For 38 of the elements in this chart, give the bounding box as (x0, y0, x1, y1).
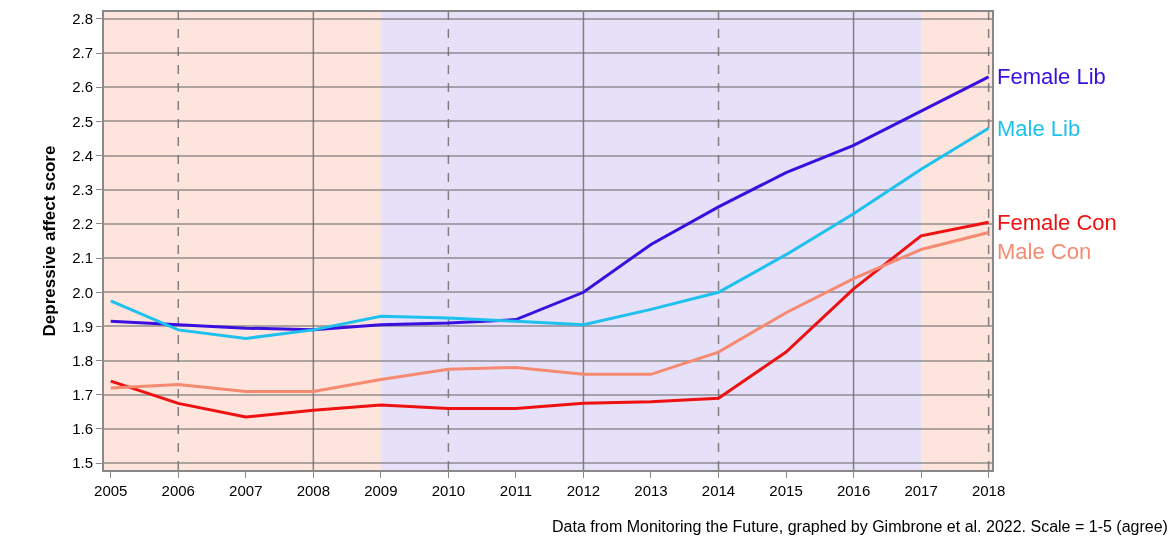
series-label: Female Lib (997, 64, 1106, 89)
y-tick-label: 2.3 (72, 180, 93, 198)
x-tick-label: 2009 (364, 482, 398, 499)
y-tick-label: 2.1 (72, 249, 93, 267)
y-tick-label: 2.0 (72, 283, 93, 301)
y-tick-label: 2.5 (72, 112, 93, 130)
x-tick-label: 2011 (499, 482, 533, 499)
x-tick-label: 2017 (904, 482, 938, 499)
text: Data from Monitoring the Future, graphed by Gimbrone et al. 2022. Scale = 1-5 (agree) (552, 518, 1168, 535)
x-tick-label: 2006 (161, 482, 195, 499)
x-tick-label: 2014 (701, 482, 736, 499)
line-series (109, 126, 991, 340)
y-axis-title: Depressive affect score (40, 145, 60, 337)
y-tick-label: 2.8 (72, 10, 93, 28)
y-tick-label: 1.7 (72, 386, 93, 404)
x-tick-label: 2010 (431, 482, 466, 499)
x-tick-label: 2008 (296, 482, 331, 499)
y-tick-label: 2.4 (72, 146, 93, 164)
series-label: Male Con (997, 239, 1092, 264)
line-series (109, 230, 991, 393)
y-tick-label: 1.8 (72, 351, 93, 369)
series-label: Female Con (997, 210, 1117, 235)
y-tick-label: 1.6 (72, 420, 93, 438)
y-tick-label: 2.6 (72, 78, 93, 96)
y-tick-label: 1.5 (72, 454, 93, 472)
x-tick-label: 2005 (94, 482, 128, 499)
line-series (109, 75, 991, 332)
series-label: Male Lib (997, 116, 1081, 141)
y-tick-label: 2.2 (72, 215, 93, 233)
y-tick-label: 1.9 (72, 317, 93, 335)
x-tick-label: 2018 (971, 482, 1006, 499)
line-series (109, 220, 991, 419)
x-tick-label: 2007 (229, 482, 263, 499)
x-tick-label: 2016 (836, 482, 871, 499)
x-tick-label: 2015 (769, 482, 803, 499)
x-tick-label: 2012 (566, 482, 601, 499)
x-tick-label: 2013 (634, 482, 668, 499)
y-tick-label: 2.7 (72, 44, 93, 62)
